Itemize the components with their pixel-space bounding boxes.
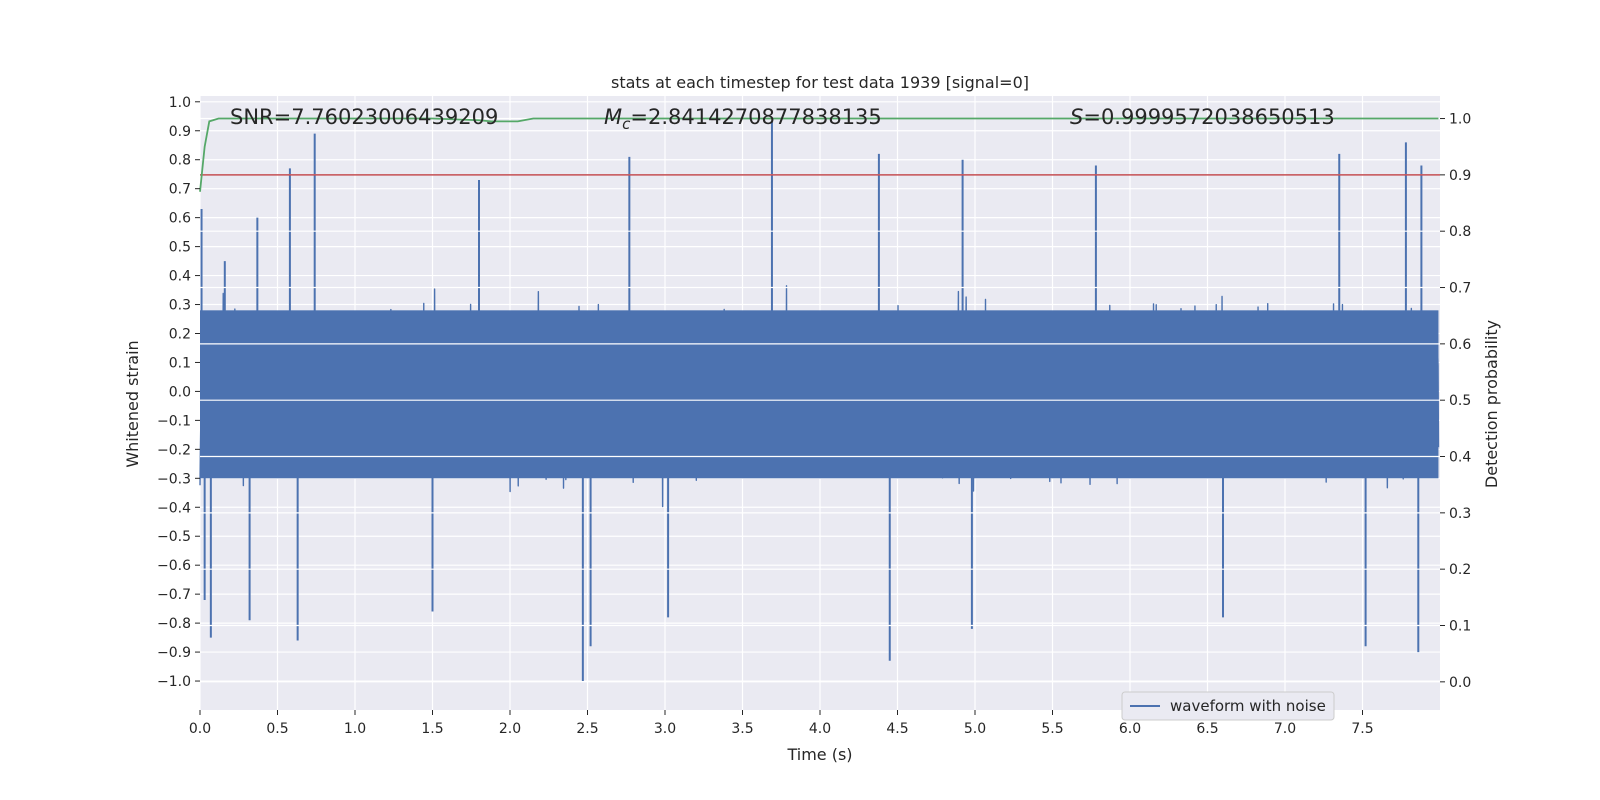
y-left-tick-label: −0.3	[157, 471, 191, 487]
x-tick-label: 4.5	[886, 721, 908, 737]
axes: 0.0 0.5 1.0 1.5 2.0 2.5 3.0 3.5 4.0 4.5 5.0 5.5 6.0 6…	[157, 95, 1471, 737]
y-left-tick-label: −1.0	[157, 674, 191, 690]
x-tick-label: 7.0	[1274, 721, 1296, 737]
x-tick-label: 6.5	[1196, 721, 1218, 737]
y-left-tick-label: 0.1	[169, 355, 191, 371]
y-left-tick-label: 0.3	[169, 298, 191, 314]
y-right-tick-label: 0.0	[1449, 675, 1471, 691]
y-left-tick-label: 0.4	[169, 269, 191, 285]
x-tick-label: 1.0	[344, 721, 366, 737]
y-right-tick-label: 0.3	[1449, 506, 1471, 522]
y-left-tick-label: −0.8	[157, 616, 191, 632]
legend-label: waveform with noise	[1170, 697, 1326, 715]
y-right-tick-label: 0.9	[1449, 168, 1471, 184]
x-tick-label: 2.0	[499, 721, 521, 737]
y-left-tick-label: −0.6	[157, 558, 191, 574]
x-tick-label: 5.5	[1041, 721, 1063, 737]
waveform-dense-band	[200, 310, 1439, 479]
x-tick-label: 1.5	[421, 721, 443, 737]
y-right-tick-label: 0.8	[1449, 224, 1471, 240]
y-left-tick-label: −0.7	[157, 587, 191, 603]
y-left-tick-label: 0.6	[169, 211, 191, 227]
y-left-tick-label: −0.2	[157, 442, 191, 458]
x-tick-label: 5.0	[964, 721, 986, 737]
y-left-tick-label: −0.9	[157, 645, 191, 661]
y-right-axis-label: Detection probability	[1482, 320, 1501, 488]
legend-box	[1121, 691, 1335, 721]
x-axis-label: Time (s)	[786, 745, 852, 764]
y-right-tick-label: 0.7	[1449, 281, 1471, 297]
y-left-tick-label: 0.2	[169, 326, 191, 342]
significance-symbol: S	[1070, 105, 1083, 129]
series-layer	[199, 117, 1440, 683]
y-left-tick-label: 0.7	[169, 182, 191, 198]
chirp-mass-annotation: Mc=2.8414270877838135	[604, 105, 882, 133]
x-tick-label: 4.0	[809, 721, 831, 737]
y-right-tick-label: 1.0	[1449, 112, 1471, 128]
chirp-mass-symbol: M	[604, 105, 622, 129]
y-left-tick-label: −0.5	[157, 529, 191, 545]
y-left-tick-label: 0.5	[169, 240, 191, 256]
y-right-tick-label: 0.4	[1449, 450, 1471, 466]
y-right-tick-label: 0.5	[1449, 393, 1471, 409]
y-left-axis-label: Whitened strain	[123, 340, 142, 467]
chirp-mass-value: =2.8414270877838135	[630, 105, 881, 129]
significance-value: =0.9999572038650513	[1083, 105, 1334, 129]
y-left-tick-label: 0.8	[169, 153, 191, 169]
chirp-mass-subscript: c	[622, 115, 631, 133]
significance-annotation: S=0.9999572038650513	[1070, 105, 1335, 129]
snr-annotation: SNR=7.76023006439209	[230, 105, 498, 129]
y-left-tick-label: 1.0	[169, 95, 191, 111]
x-tick-label: 0.5	[266, 721, 288, 737]
y-left-tick-label: −0.4	[157, 500, 191, 516]
x-tick-label: 6.0	[1119, 721, 1141, 737]
x-tick-label: 0.0	[189, 721, 211, 737]
x-tick-label: 2.5	[576, 721, 598, 737]
legend: waveform with noise	[1121, 691, 1335, 721]
y-right-tick-label: 0.1	[1449, 619, 1471, 635]
x-tick-label: 3.0	[654, 721, 676, 737]
y-left-tick-label: −0.1	[157, 413, 191, 429]
y-left-tick-label: 0.9	[169, 124, 191, 140]
detection-probability-line	[199, 117, 1439, 192]
y-right-tick-label: 0.2	[1449, 562, 1471, 578]
y-right-tick-label: 0.6	[1449, 337, 1471, 353]
y-left-tick-label: 0.0	[169, 384, 191, 400]
chart-title: stats at each timestep for test data 193…	[611, 73, 1029, 92]
x-tick-label: 7.5	[1351, 721, 1373, 737]
x-tick-label: 3.5	[731, 721, 753, 737]
